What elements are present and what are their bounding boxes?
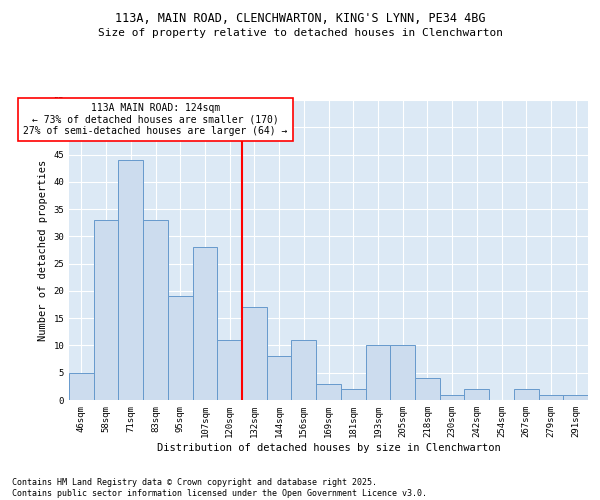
X-axis label: Distribution of detached houses by size in Clenchwarton: Distribution of detached houses by size … (157, 442, 500, 452)
Bar (242, 308, 267, 400)
Bar (267, 356, 292, 400)
Bar (415, 378, 440, 400)
Bar (563, 394, 588, 400)
Bar (94, 220, 118, 400)
Bar (365, 346, 390, 400)
Text: 113A, MAIN ROAD, CLENCHWARTON, KING'S LYNN, PE34 4BG: 113A, MAIN ROAD, CLENCHWARTON, KING'S LY… (115, 12, 485, 26)
Bar (514, 389, 539, 400)
Bar (341, 389, 365, 400)
Y-axis label: Number of detached properties: Number of detached properties (38, 160, 48, 340)
Bar (539, 394, 563, 400)
Bar (464, 389, 489, 400)
Bar (316, 384, 341, 400)
Text: Size of property relative to detached houses in Clenchwarton: Size of property relative to detached ho… (97, 28, 503, 38)
Bar (440, 394, 464, 400)
Text: 113A MAIN ROAD: 124sqm
← 73% of detached houses are smaller (170)
27% of semi-de: 113A MAIN ROAD: 124sqm ← 73% of detached… (23, 102, 287, 136)
Bar (390, 346, 415, 400)
Bar (217, 340, 242, 400)
Bar (118, 160, 143, 400)
Bar (168, 296, 193, 400)
Text: Contains HM Land Registry data © Crown copyright and database right 2025.
Contai: Contains HM Land Registry data © Crown c… (12, 478, 427, 498)
Bar (143, 220, 168, 400)
Bar (69, 372, 94, 400)
Bar (193, 248, 217, 400)
Bar (292, 340, 316, 400)
